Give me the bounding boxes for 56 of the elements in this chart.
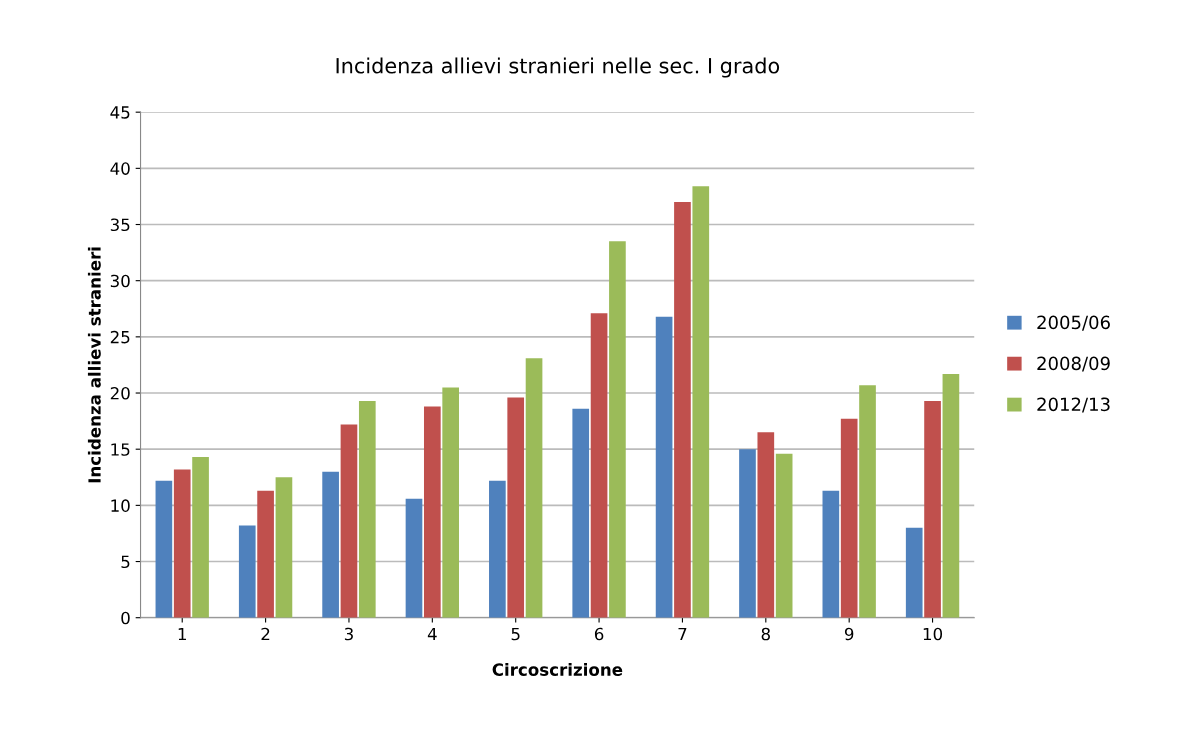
bar: [609, 241, 626, 618]
bar: [405, 498, 423, 618]
chart-title: Incidenza allievi stranieri nelle sec. I grado: [336, 57, 780, 78]
bar: [942, 373, 960, 618]
bar: [322, 471, 339, 618]
x-tick-label: 7: [678, 627, 687, 641]
bar: [173, 469, 191, 618]
legend-label: 2012/13: [1037, 397, 1110, 413]
y-tick-label: 10: [111, 499, 130, 512]
y-tick-label: 25: [110, 330, 130, 344]
y-tick-label: 35: [110, 218, 130, 232]
y-tick-label: 0: [121, 611, 130, 625]
legend-label: 2008/09: [1037, 356, 1110, 372]
y-axis-title: Incidenza allievi stranieri: [87, 247, 101, 483]
bar: [905, 527, 923, 618]
x-axis-title: Circoscrizione: [492, 663, 623, 676]
bar: [840, 418, 858, 618]
bar: [822, 490, 840, 618]
y-tick-label: 15: [111, 443, 130, 456]
bar: [525, 358, 543, 618]
bar: [442, 387, 460, 618]
y-tick-label: 40: [110, 162, 130, 175]
bar: [155, 480, 173, 618]
bar: [424, 406, 441, 618]
y-tick-label: 45: [110, 106, 130, 119]
x-tick-label: 5: [511, 627, 520, 641]
x-tick-label: 4: [427, 627, 437, 641]
x-tick-label: 6: [594, 627, 604, 641]
bar: [739, 449, 756, 618]
bar: [924, 400, 941, 618]
x-tick-label: 2: [261, 627, 270, 641]
bar: [859, 385, 876, 618]
bar: [489, 480, 506, 618]
bar: [257, 490, 274, 618]
y-tick-label: 20: [110, 386, 130, 400]
bar: [590, 313, 608, 618]
x-tick-label: 8: [761, 627, 770, 641]
bar: [572, 408, 590, 618]
y-tick-label: 5: [121, 555, 130, 569]
bar: [192, 457, 209, 618]
bar: [757, 432, 775, 618]
x-tick-label: 1: [178, 627, 186, 641]
bar: [692, 186, 710, 618]
bar: [775, 453, 793, 618]
bar: [275, 477, 293, 618]
bar: [674, 202, 691, 618]
bar: [238, 525, 256, 618]
x-tick-label: 10: [923, 627, 943, 641]
x-tick-label: 3: [344, 627, 353, 641]
bar: [507, 397, 525, 618]
bar: [358, 400, 376, 618]
legend-label: 2005/06: [1037, 315, 1110, 331]
bar: [655, 316, 673, 618]
bar: [340, 424, 358, 618]
y-tick-label: 30: [110, 274, 130, 288]
x-tick-label: 9: [844, 627, 854, 641]
